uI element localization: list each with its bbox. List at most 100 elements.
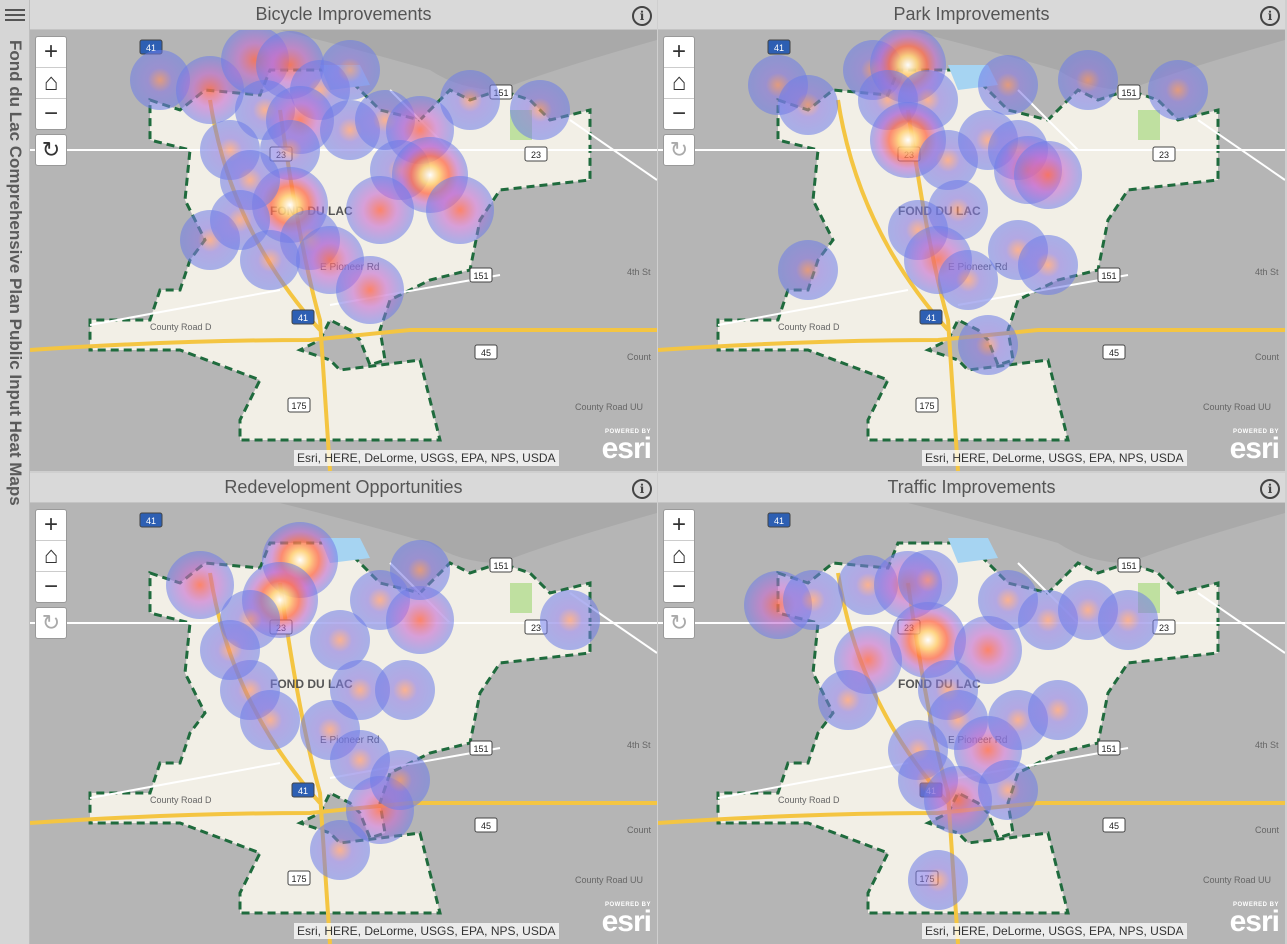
heat-spot [783,570,843,630]
heat-spot [818,670,878,730]
shield-label: 151 [473,744,488,754]
shield-label: 151 [1121,88,1136,98]
esri-logo: POWERED BY esri [1219,429,1280,465]
refresh-button[interactable]: ↻ [663,134,695,166]
road-label: 4th St [1255,740,1279,750]
heat-spot [924,766,992,834]
app-title: Fond du Lac Comprehensive Plan Public In… [6,40,25,506]
panel-header: Redevelopment Opportunities i [30,473,657,503]
zoom-in-button[interactable]: + [36,510,66,541]
shield-label: 151 [1101,271,1116,281]
info-icon[interactable]: i [1260,6,1280,26]
map-attribution: Esri, HERE, DeLorme, USGS, EPA, NPS, USD… [922,450,1187,466]
panel-header: Park Improvements i [658,0,1285,30]
zoom-controls: + ⌂ − [663,509,695,603]
info-icon[interactable]: i [632,479,652,499]
refresh-button[interactable]: ↻ [35,134,67,166]
state-highway-shield: 45 [1102,817,1126,833]
road [89,762,281,799]
panel-header: Traffic Improvements i [658,473,1285,503]
home-button[interactable]: ⌂ [664,68,694,99]
state-highway-shield: 45 [474,817,498,833]
us-highway-shield: 151 [1097,740,1121,756]
map-canvas[interactable]: FOND DU LACE Pioneer RdCounty Road DCoun… [658,503,1285,944]
home-button[interactable]: ⌂ [36,68,66,99]
shield-label: 45 [1109,348,1119,358]
interstate-shield: 41 [919,309,943,325]
shield-label: 151 [1101,744,1116,754]
refresh-button[interactable]: ↻ [663,607,695,639]
shield-label: 151 [1121,561,1136,571]
map-view[interactable]: FOND DU LACE Pioneer RdCounty Road DCoun… [658,30,1285,471]
info-icon[interactable]: i [632,6,652,26]
harbor-water [948,538,998,563]
heat-spot [240,690,300,750]
zoom-out-button[interactable]: − [43,573,58,600]
zoom-controls: + ⌂ − [663,36,695,130]
shield-label: 45 [1109,821,1119,831]
esri-logo: POWERED BY esri [591,429,652,465]
heat-spot [1058,50,1118,110]
road [89,289,281,326]
zoom-controls: + ⌂ − [35,36,67,130]
heat-spot [908,850,968,910]
hamburger-menu-icon[interactable] [5,6,25,24]
zoom-in-button[interactable]: + [36,37,66,68]
heat-spot [1148,60,1208,120]
esri-wordmark: esri [601,432,652,465]
road-label: 4th St [627,267,651,277]
shield-label: 23 [531,150,541,160]
zoom-out-button[interactable]: − [671,573,686,600]
zoom-out-button[interactable]: − [671,100,686,127]
heat-spot [958,315,1018,375]
sidebar: Fond du Lac Comprehensive Plan Public In… [0,0,30,944]
interstate-shield: 41 [767,39,791,55]
shield-label: 23 [1159,623,1169,633]
us-highway-shield: 151 [469,740,493,756]
shield-label: 41 [146,516,156,526]
road [1197,119,1285,181]
map-canvas[interactable]: FOND DU LACE Pioneer RdCounty Road DCoun… [30,30,657,471]
interstate-shield: 41 [291,309,315,325]
us-highway-shield: 151 [1117,557,1141,573]
map-view[interactable]: FOND DU LACE Pioneer RdCounty Road DCoun… [658,503,1285,944]
info-icon[interactable]: i [1260,479,1280,499]
zoom-controls: + ⌂ − [35,509,67,603]
state-highway-shield: 175 [287,870,311,886]
map-view[interactable]: FOND DU LACE Pioneer RdCounty Road DCoun… [30,503,657,944]
heat-spot [346,176,414,244]
shield-label: 151 [473,271,488,281]
shield-label: 45 [481,821,491,831]
map-panel-bicycle: Bicycle Improvements i FOND DU LACE Pionee… [30,0,657,471]
map-canvas[interactable]: FOND DU LACE Pioneer RdCounty Road DCoun… [658,30,1285,471]
map-view[interactable]: FOND DU LACE Pioneer RdCounty Road DCoun… [30,30,657,471]
state-highway-shield: 23 [524,146,548,162]
map-attribution: Esri, HERE, DeLorme, USGS, EPA, NPS, USD… [922,923,1187,939]
refresh-button[interactable]: ↻ [35,607,67,639]
map-canvas[interactable]: FOND DU LACE Pioneer RdCounty Road DCoun… [30,503,657,944]
esri-wordmark: esri [1229,432,1280,465]
esri-logo: POWERED BY esri [591,902,652,938]
map-panel-traffic: Traffic Improvements i FOND DU LACE Pionee… [658,473,1285,944]
heat-spot [778,75,838,135]
heat-spot [510,80,570,140]
park-area [1138,110,1160,140]
home-button[interactable]: ⌂ [664,541,694,572]
panel-title: Bicycle Improvements [255,4,432,24]
interstate-shield: 41 [767,512,791,528]
heat-spot [898,550,958,610]
map-attribution: Esri, HERE, DeLorme, USGS, EPA, NPS, USD… [294,923,559,939]
heat-spot [166,551,234,619]
zoom-out-button[interactable]: − [43,100,58,127]
lake-winnebago [280,503,657,563]
home-button[interactable]: ⌂ [36,541,66,572]
us-highway-shield: 151 [1117,84,1141,100]
heat-spot [978,55,1038,115]
heat-spot [426,176,494,244]
road-label: County Road UU [1203,875,1271,885]
zoom-in-button[interactable]: + [664,37,694,68]
road-label: County Road D [150,322,212,332]
heat-spot [240,230,300,290]
zoom-in-button[interactable]: + [664,510,694,541]
map-panel-park: Park Improvements i FOND DU LACE Pioneer R… [658,0,1285,471]
